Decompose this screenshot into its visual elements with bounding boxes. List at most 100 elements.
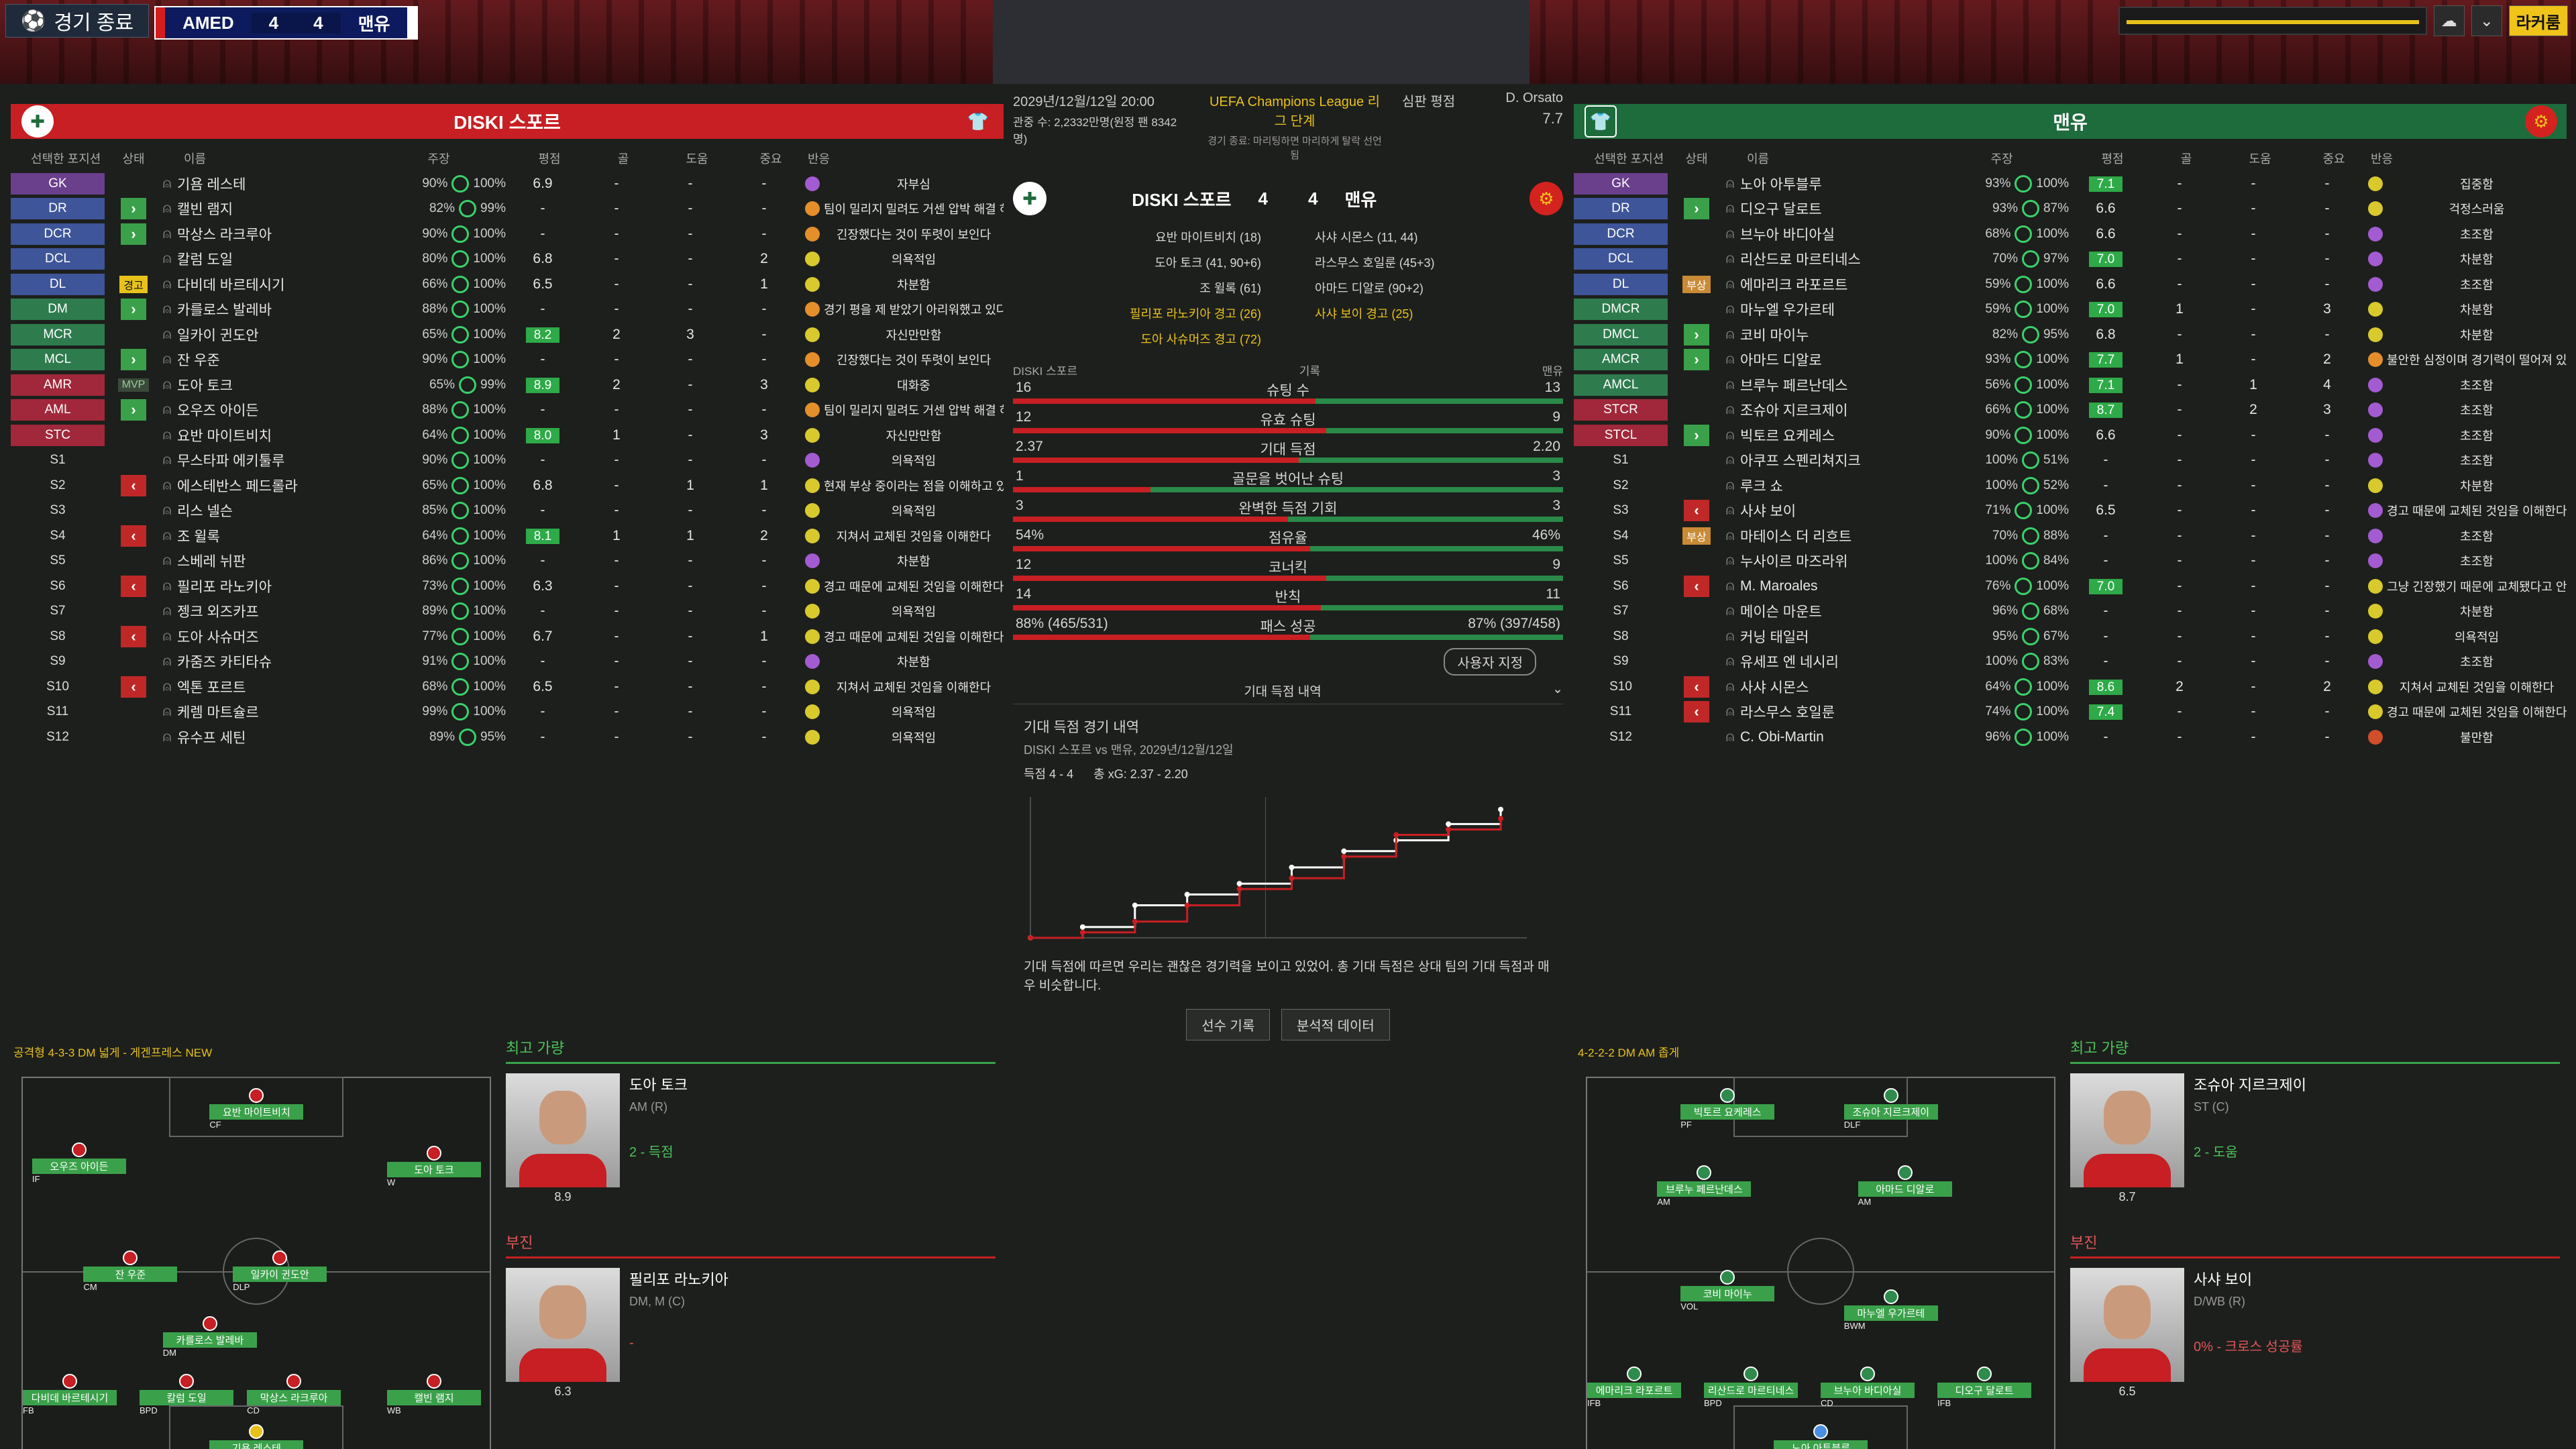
player-row[interactable]: DCL ⍝ 칼럼 도일 80% 100% 6.8 - - 2 의욕적임 xyxy=(11,247,1004,272)
player-name[interactable]: 조 윌록 xyxy=(177,529,220,545)
player-name[interactable]: 도아 사슈머즈 xyxy=(177,629,259,645)
pitch-player[interactable]: 잔 우준 CM xyxy=(83,1250,178,1292)
player-name[interactable]: 케렘 마트슐르 xyxy=(177,705,259,721)
player-row[interactable]: S10 ‹ ⍝ 엑톤 포르트 68% 100% 6.5 - - - 지쳐서 교체된 것임을 이해한다 xyxy=(11,674,1004,700)
col-shots[interactable]: 중요 xyxy=(759,152,782,166)
away-team-name[interactable]: 맨유 xyxy=(1344,189,1377,210)
player-name[interactable]: 마누엘 우가르테 xyxy=(1740,303,1835,319)
player-name[interactable]: 에스테반스 페드롤라 xyxy=(177,478,298,494)
pitch-player[interactable]: 다비데 바르테시기 FB xyxy=(23,1374,117,1415)
player-name[interactable]: 유세프 엔 네시리 xyxy=(1740,655,1839,671)
home-best-card[interactable]: 8.9 도아 토크 AM (R) 2 - 득점 xyxy=(506,1073,996,1204)
player-row[interactable]: S9 ⍝ 유세프 엔 네시리 100% 83% - - - - 초조함 xyxy=(1574,649,2567,675)
player-name[interactable]: 에마리크 라포르트 xyxy=(1740,277,1848,293)
away-best-header[interactable]: 최고 가량 xyxy=(2070,1036,2560,1064)
player-row[interactable]: S5 ⍝ 스베레 뉘판 86% 100% - - - - 차분함 xyxy=(11,549,1004,574)
player-name[interactable]: M. Maroales xyxy=(1740,578,1818,594)
player-row[interactable]: DL 부상 ⍝ 에마리크 라포르트 59% 100% 6.6 - - - 초조함 xyxy=(1574,272,2567,297)
sub-in-icon[interactable]: › xyxy=(121,198,146,220)
pitch-player[interactable]: 칼럼 도일 BPD xyxy=(140,1374,233,1415)
pitch-player[interactable]: 마누엘 우가르테 BWM xyxy=(1843,1289,1938,1331)
player-row[interactable]: DR › ⍝ 캘빈 램지 82% 99% - - - - 팀이 밀리지 밀려도 거센 압박 해결 하… xyxy=(11,197,1004,222)
sub-out-icon[interactable]: ‹ xyxy=(1684,701,1709,723)
player-row[interactable]: DM › ⍝ 카를로스 발레바 88% 100% - - - - 경기 평을 제 받았기 아리워했고… xyxy=(11,297,1004,323)
player-row[interactable]: STC ⍝ 요반 마이트비치 64% 100% 8.0 1 - 3 자신만만함 xyxy=(11,423,1004,448)
xg-section-header[interactable]: 기대 득점 내역 ⌄ xyxy=(1013,682,1563,704)
pitch-player[interactable]: 캘빈 램지 WB xyxy=(386,1374,481,1415)
player-name[interactable]: 엑톤 포르트 xyxy=(177,680,246,696)
player-row[interactable]: MCR ⍝ 일카이 귄도안 65% 100% 8.2 2 3 - 자신만만함 xyxy=(11,322,1004,347)
player-name[interactable]: 브누아 바디아실 xyxy=(1740,227,1835,243)
player-name[interactable]: 일카이 귄도안 xyxy=(177,327,259,343)
player-name[interactable]: 캘빈 램지 xyxy=(177,202,233,218)
referee-name[interactable]: D. Orsato xyxy=(1505,91,1563,105)
analysis-button[interactable]: 분석적 데이터 xyxy=(1281,1009,1390,1040)
player-row[interactable]: DR › ⍝ 디오구 달로트 93% 87% 6.6 - - - 걱정스러움 xyxy=(1574,197,2567,222)
player-row[interactable]: STCL › ⍝ 빅토르 요케레스 90% 100% 6.6 - - - 초조함 xyxy=(1574,423,2567,448)
player-stats-button[interactable]: 선수 기록 xyxy=(1186,1009,1271,1040)
pitch-player[interactable]: 조슈아 지르크제이 DLF xyxy=(1843,1088,1938,1130)
player-name[interactable]: 리산드로 마르티네스 xyxy=(1740,252,1861,268)
home-team-name[interactable]: DISKI 스포르 xyxy=(1132,189,1232,210)
player-row[interactable]: S4 부상 ⍝ 마테이스 더 리흐트 70% 88% - - - - 초조함 xyxy=(1574,523,2567,549)
col-fitness[interactable]: 주장 xyxy=(1990,152,2013,166)
pitch-player[interactable]: 막상스 라크루아 CD xyxy=(247,1374,341,1415)
player-row[interactable]: DCR › ⍝ 막상스 라크루아 90% 100% - - - - 긴장했다는 것이 뚜렷이 보인다 xyxy=(11,221,1004,247)
player-row[interactable]: GK ⍝ 기욤 레스테 90% 100% 6.9 - - - 자부심 xyxy=(11,171,1004,197)
col-rating[interactable]: 평점 xyxy=(2101,152,2124,166)
sub-out-icon[interactable]: ‹ xyxy=(121,625,146,647)
player-name[interactable]: 커닝 태일러 xyxy=(1740,629,1809,645)
player-row[interactable]: S11 ⍝ 케렘 마트슐르 99% 100% - - - - 의욕적임 xyxy=(11,700,1004,725)
pitch-player[interactable]: 에마리크 라포르트 IFB xyxy=(1587,1366,1681,1408)
sub-out-icon[interactable]: ‹ xyxy=(121,676,146,698)
sub-out-icon[interactable]: ‹ xyxy=(1684,500,1709,522)
pitch-player[interactable]: 카를로스 발레바 DM xyxy=(162,1316,257,1358)
home-best-header[interactable]: 최고 가량 xyxy=(506,1036,996,1064)
player-row[interactable]: S6 ‹ ⍝ 필리포 라노키아 73% 100% 6.3 - - - 경고 때문에 교체된 것임을 … xyxy=(11,574,1004,599)
player-name[interactable]: 스베레 뉘판 xyxy=(177,554,246,570)
pitch-player[interactable]: 일카이 귄도안 DLP xyxy=(233,1250,327,1292)
player-name[interactable]: 오우즈 아이든 xyxy=(177,403,259,419)
customize-button[interactable]: 사용자 지정 xyxy=(1444,648,1536,676)
col-mood[interactable]: 반응 xyxy=(2371,152,2394,166)
player-name[interactable]: 필리포 라노키아 xyxy=(177,579,272,595)
sub-in-icon[interactable]: › xyxy=(1684,349,1709,371)
player-name[interactable]: 도아 토크 xyxy=(177,378,233,394)
player-name[interactable]: 노아 아투블루 xyxy=(1740,176,1822,193)
match-competition[interactable]: UEFA Champions League 리그 단계 xyxy=(1209,95,1381,129)
pitch-player[interactable]: 코비 마이누 VOL xyxy=(1680,1269,1775,1311)
player-row[interactable]: S4 ‹ ⍝ 조 윌록 64% 100% 8.1 1 1 2 지쳐서 교체된 것임을 이해한다 xyxy=(11,523,1004,549)
player-row[interactable]: DMCL › ⍝ 코비 마이누 82% 95% 6.8 - - - 차분함 xyxy=(1574,322,2567,347)
col-name[interactable]: 이름 xyxy=(1747,152,1770,166)
pitch-player[interactable]: 브누아 바디아실 CD xyxy=(1821,1366,1915,1408)
sub-in-icon[interactable]: › xyxy=(121,299,146,321)
away-worst-header[interactable]: 부진 xyxy=(2070,1231,2560,1258)
col-name[interactable]: 이름 xyxy=(184,152,207,166)
player-name[interactable]: 디오구 달로트 xyxy=(1740,202,1822,218)
player-name[interactable]: 무스타파 에키툴루 xyxy=(177,453,285,470)
player-row[interactable]: S6 ‹ ⍝ M. Maroales 76% 100% 7.0 - - - 그냥 긴장했기 때문에 … xyxy=(1574,574,2567,599)
player-name[interactable]: 카줌즈 카티타슈 xyxy=(177,655,272,671)
player-row[interactable]: S3 ‹ ⍝ 사샤 보이 71% 100% 6.5 - - - 경고 때문에 교체된 것임을 이해한… xyxy=(1574,498,2567,524)
home-formation-label[interactable]: 공격형 4-3-3 DM 넓게 - 게겐프레스 NEW xyxy=(13,1046,213,1059)
player-name[interactable]: 기욤 레스테 xyxy=(177,176,246,193)
player-name[interactable]: 루크 쇼 xyxy=(1740,478,1783,494)
sub-in-icon[interactable]: › xyxy=(1684,198,1709,220)
pitch-player[interactable]: 도아 토크 W xyxy=(386,1146,481,1187)
player-row[interactable]: AMCR › ⍝ 아마드 디알로 93% 100% 7.7 1 - 2 불안한 심정이며 경기력이 … xyxy=(1574,347,2567,373)
col-rating[interactable]: 평점 xyxy=(538,152,561,166)
player-name[interactable]: 잔 우준 xyxy=(177,353,220,369)
player-name[interactable]: 라스무스 호일룬 xyxy=(1740,705,1835,721)
player-name[interactable]: 사샤 보이 xyxy=(1740,504,1796,520)
player-name[interactable]: 카를로스 발레바 xyxy=(177,303,272,319)
player-name[interactable]: 빅토르 요케레스 xyxy=(1740,428,1835,444)
home-worst-header[interactable]: 부진 xyxy=(506,1231,996,1258)
player-row[interactable]: STCR ⍝ 조슈아 지르크제이 66% 100% 8.7 - 2 3 초조함 xyxy=(1574,398,2567,423)
col-goals[interactable]: 골 xyxy=(617,152,629,166)
home-worst-card[interactable]: 6.3 필리포 라노키아 DM, M (C) - xyxy=(506,1268,996,1399)
player-row[interactable]: S2 ⍝ 루크 쇼 100% 52% - - - - 차분함 xyxy=(1574,473,2567,498)
sub-out-icon[interactable]: ‹ xyxy=(121,474,146,496)
player-row[interactable]: DCL ⍝ 리산드로 마르티네스 70% 97% 7.0 - - - 차분함 xyxy=(1574,247,2567,272)
player-name[interactable]: 요반 마이트비치 xyxy=(177,428,272,444)
player-name[interactable]: 막상스 라크루아 xyxy=(177,227,272,243)
